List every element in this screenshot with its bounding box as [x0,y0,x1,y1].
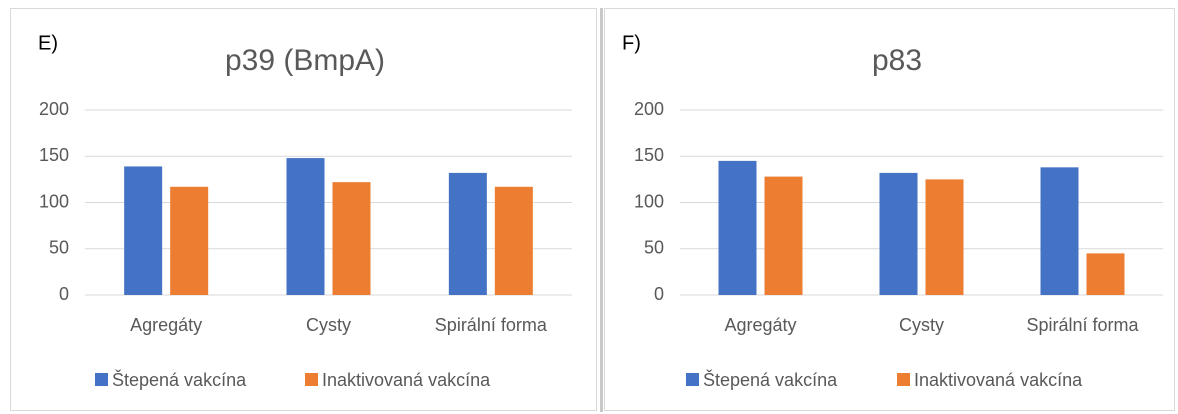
chart-title: p83 [872,44,922,77]
x-tick-label: Agregáty [724,315,796,335]
legend-swatch [686,373,699,386]
bar [1040,167,1079,295]
bar [124,166,163,295]
x-tick-label: Cysty [306,315,351,335]
y-tick-label: 0 [59,284,69,304]
bar [494,186,533,295]
legend-swatch [95,373,108,386]
bar [332,182,371,295]
chart-title: p39 (BmpA) [225,44,385,77]
y-tick-label: 100 [634,191,664,211]
bar [1086,253,1125,295]
divider [600,8,603,412]
bar [925,179,964,295]
y-tick-label: 200 [634,99,664,119]
legend-label: Inaktivovaná vakcína [914,370,1083,390]
bar [286,158,325,295]
y-tick-label: 50 [49,238,69,258]
panel-frame [604,8,1175,411]
legend-label: Inaktivovaná vakcína [322,370,491,390]
bar [170,186,209,295]
panel-label: F) [622,32,641,54]
y-tick-label: 150 [39,145,69,165]
bar [879,172,918,295]
y-tick-label: 200 [39,99,69,119]
panel-frame [10,8,597,411]
panel-label: E) [38,32,58,54]
bar [718,160,757,295]
x-tick-label: Spirální forma [1026,315,1139,335]
x-tick-label: Cysty [899,315,944,335]
legend-swatch [897,373,910,386]
y-tick-label: 0 [654,284,664,304]
legend-label: Štepená vakcína [112,369,247,390]
y-tick-label: 150 [634,145,664,165]
y-tick-label: 100 [39,191,69,211]
legend-swatch [305,373,318,386]
bar [448,172,487,295]
x-tick-label: Agregáty [130,315,202,335]
x-tick-label: Spirální forma [435,315,548,335]
bar [764,176,803,295]
y-tick-label: 50 [644,238,664,258]
legend-label: Štepená vakcína [703,369,838,390]
